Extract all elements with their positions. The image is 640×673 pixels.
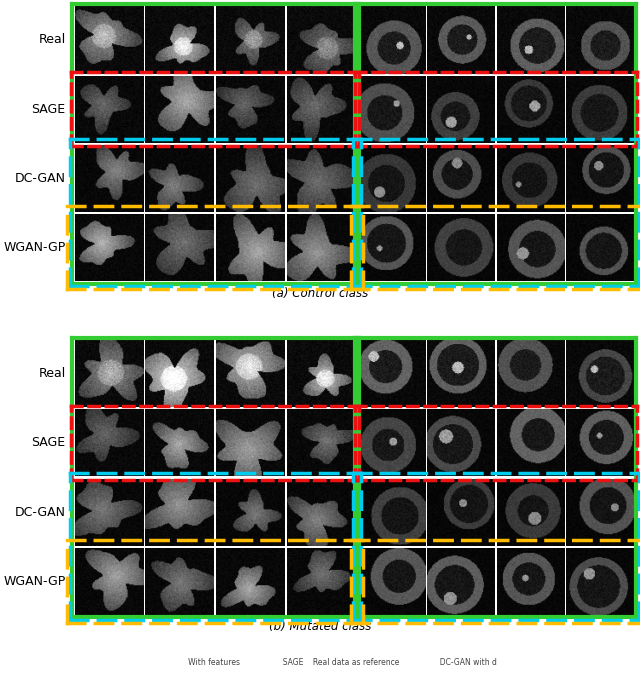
Text: Real: Real xyxy=(38,367,66,380)
Text: (b) Mutated class: (b) Mutated class xyxy=(269,621,371,633)
Text: DC-GAN: DC-GAN xyxy=(15,505,66,519)
Text: With features                  SAGE    Real data as reference                 DC: With features SAGE Real data as referenc… xyxy=(143,658,497,668)
Text: Real: Real xyxy=(38,34,66,46)
Text: SAGE: SAGE xyxy=(31,102,66,116)
Text: DC-GAN: DC-GAN xyxy=(15,172,66,185)
Text: WGAN-GP: WGAN-GP xyxy=(3,241,66,254)
Text: SAGE: SAGE xyxy=(31,436,66,450)
Text: (a) Control class: (a) Control class xyxy=(272,287,368,299)
Text: WGAN-GP: WGAN-GP xyxy=(3,575,66,588)
